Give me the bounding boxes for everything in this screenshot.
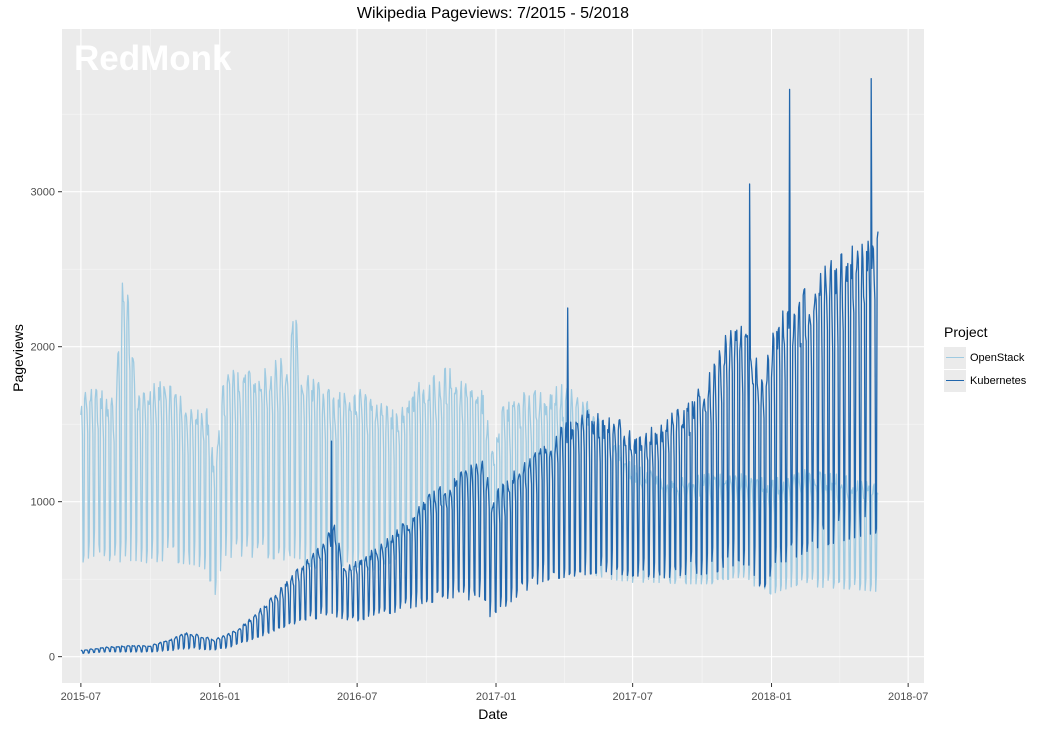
x-tick-label: 2018-07 xyxy=(888,691,928,703)
x-tick-label: 2017-01 xyxy=(476,691,516,703)
legend-item-openstack: OpenStack xyxy=(944,346,1026,369)
x-tick-label: 2017-07 xyxy=(612,691,652,703)
x-axis: 2015-07 2016-01 2016-07 2017-01 2017-07 2018-… xyxy=(61,683,928,703)
y-tick-label: 0 xyxy=(49,652,55,664)
legend: Project OpenStack Kubernetes xyxy=(944,324,1026,392)
legend-key-openstack xyxy=(944,346,966,369)
x-tick-label: 2015-07 xyxy=(61,691,101,703)
y-axis: 0 1000 2000 3000 xyxy=(31,187,62,664)
x-tick-label: 2016-01 xyxy=(200,691,240,703)
legend-swatch-openstack xyxy=(946,356,964,358)
legend-label-kubernetes: Kubernetes xyxy=(970,374,1027,387)
series-layer xyxy=(80,77,879,655)
legend-title: Project xyxy=(944,324,988,340)
legend-key-kubernetes xyxy=(944,369,966,392)
y-tick-label: 1000 xyxy=(31,497,55,509)
legend-item-kubernetes: Kubernetes xyxy=(944,369,1026,392)
x-tick-label: 2016-07 xyxy=(337,691,377,703)
chart-title: Wikipedia Pageviews: 7/2015 - 5/2018 xyxy=(356,5,630,22)
x-tick-label: 2018-01 xyxy=(751,691,791,703)
watermark-logo: RedMonk xyxy=(74,39,232,78)
legend-swatch-kubernetes xyxy=(946,379,964,381)
series-line-kubernetes xyxy=(80,77,879,655)
y-tick-label: 2000 xyxy=(31,342,55,354)
legend-label-openstack: OpenStack xyxy=(970,351,1025,364)
x-axis-title: Date xyxy=(478,706,508,722)
y-tick-label: 3000 xyxy=(31,187,55,199)
y-axis-title: Pageviews xyxy=(10,324,26,392)
